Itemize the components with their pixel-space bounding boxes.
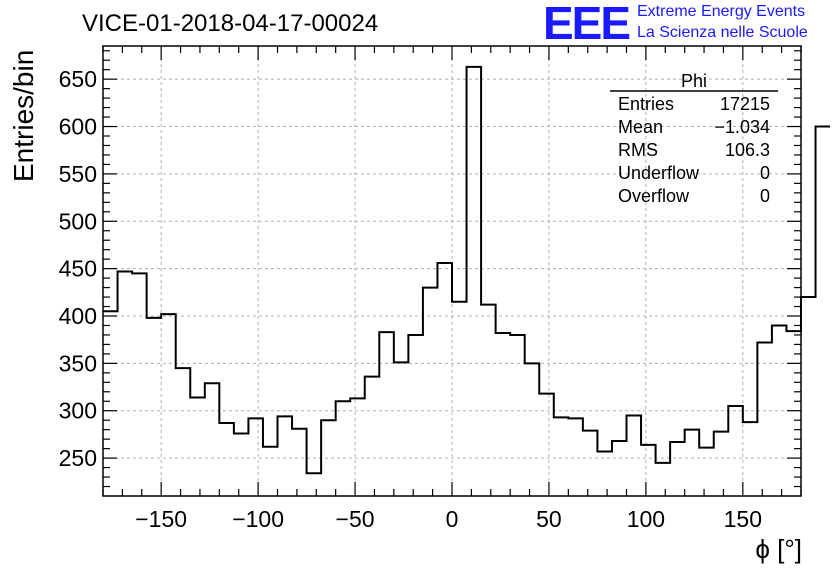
x-tick-label: 100 — [627, 506, 665, 532]
y-tick-label: 550 — [59, 161, 97, 187]
stats-value: 0 — [760, 186, 770, 206]
stats-value: 0 — [760, 163, 770, 183]
stats-label: Overflow — [618, 186, 690, 206]
stats-name: Phi — [681, 71, 707, 91]
x-axis-label: ϕ [°] — [755, 534, 802, 564]
histogram-series — [103, 65, 831, 475]
stats-box: Phi Entries 17215 Mean −1.034 RMS 106.3 Underfl… — [610, 71, 778, 206]
tick-labels: −150 −100 −50 0 50 100 150 250 300 350 400 450 500 55… — [59, 66, 762, 532]
logo-line-1: Extreme Energy Events — [637, 3, 806, 20]
x-tick-label: −50 — [336, 506, 375, 532]
x-tick-label: −150 — [135, 506, 187, 532]
x-tick-label: 50 — [536, 506, 562, 532]
y-tick-label: 400 — [59, 303, 97, 329]
stats-label: Mean — [618, 117, 663, 137]
stats-label: Entries — [618, 94, 674, 114]
y-tick-label: 350 — [59, 350, 97, 376]
stats-value: 106.3 — [725, 140, 770, 160]
y-tick-label: 450 — [59, 256, 97, 282]
stats-value: 17215 — [720, 94, 770, 114]
eee-logo: EEE — [543, 0, 631, 49]
y-tick-label: 250 — [59, 445, 97, 471]
x-tick-label: 0 — [446, 506, 459, 532]
stats-label: RMS — [618, 140, 658, 160]
logo-line-2: La Scienza nelle Scuole — [637, 24, 808, 41]
plot-frame — [102, 45, 802, 497]
axis-ticks — [102, 46, 802, 496]
y-axis-label: Entries/bin — [8, 49, 39, 182]
y-tick-label: 600 — [59, 114, 97, 140]
y-tick-label: 650 — [59, 66, 97, 92]
chart-title: VICE-01-2018-04-17-00024 — [82, 10, 379, 37]
stats-value: −1.034 — [714, 117, 770, 137]
stats-label: Underflow — [618, 163, 700, 183]
y-tick-label: 500 — [59, 208, 97, 234]
y-tick-label: 300 — [59, 398, 97, 424]
x-tick-label: −100 — [232, 506, 284, 532]
x-tick-label: 150 — [724, 506, 762, 532]
